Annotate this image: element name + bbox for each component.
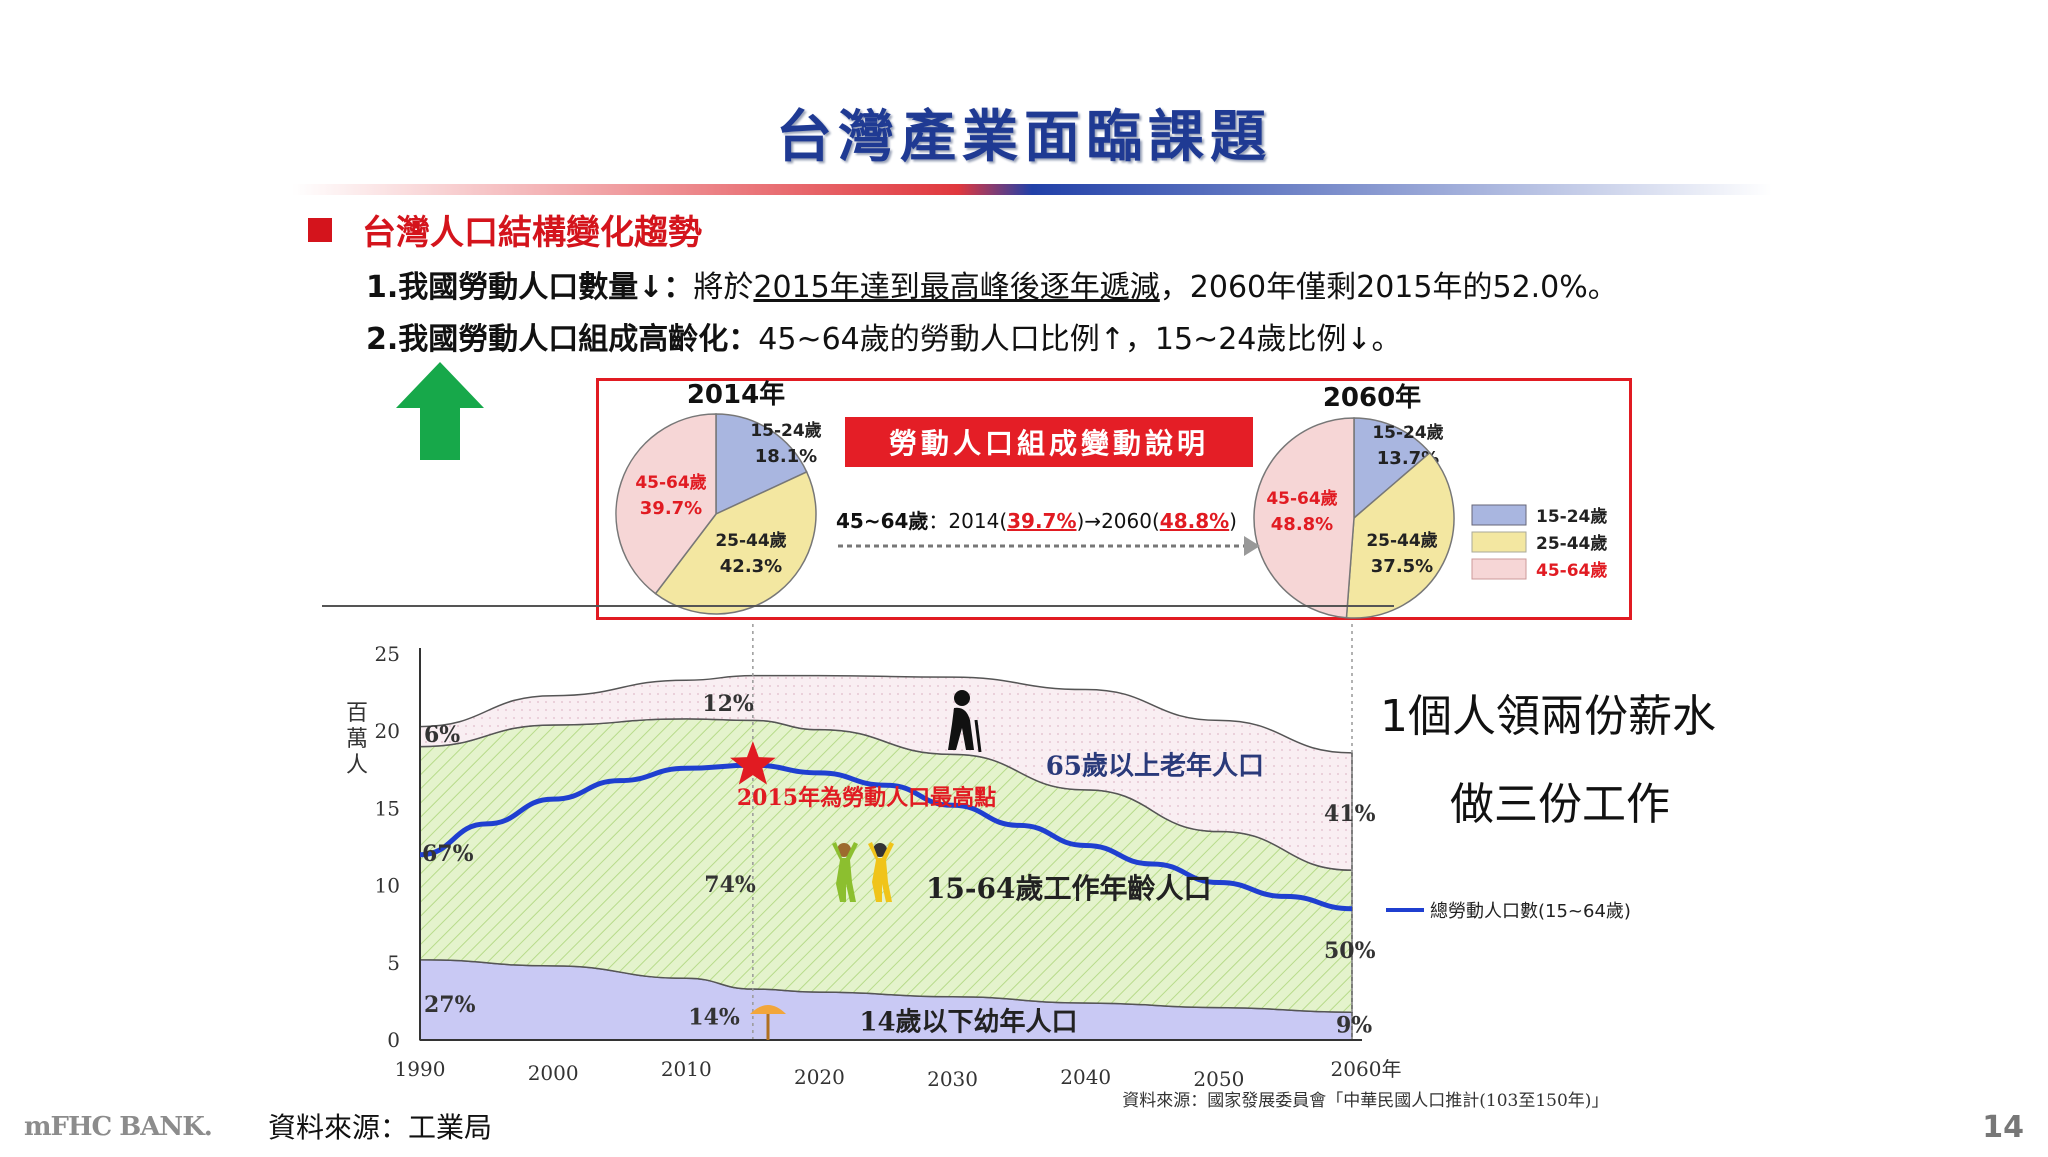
point-one-head: 我國勞動人口數量↓： <box>398 270 694 305</box>
bank-logo: mFHC BANK. <box>24 1112 213 1142</box>
pie-slice-value: 18.1% <box>755 446 817 467</box>
y-tick-label: 0 <box>387 1028 400 1052</box>
pie-slice-25-44歲 <box>654 470 817 615</box>
stacked-areas <box>419 620 1353 1041</box>
peak-annotation: 2015年為勞動人口最高點 <box>737 785 996 811</box>
pie-2014: 15-24歲 18.1% 25-44歲 42.3% 45-64歲 39.7% <box>615 413 822 615</box>
line-legend-label: 總勞動人口數(15~64歲) <box>1430 901 1631 922</box>
point-two-number: 2. <box>366 322 399 357</box>
x-tick-label: 2040 <box>1060 1065 1111 1089</box>
pct-1990-youth: 27% <box>424 992 476 1018</box>
pct-1990-elderly: 6% <box>424 722 460 748</box>
legend-label-4564: 45-64歲 <box>1536 560 1607 581</box>
pct-2015-youth: 14% <box>688 1005 740 1031</box>
x-tick-label: 1990 <box>395 1057 446 1081</box>
y-tick-label: 10 <box>375 874 400 898</box>
pie-panel: 2014年 15-24歲18.1%25-44歲42.3%45-64歲39.7% … <box>615 379 1607 619</box>
point-one-underlined: 2015年達到最高峰後逐年遞減 <box>753 270 1160 305</box>
pct-2060-working: 50% <box>1324 938 1376 964</box>
child-umbrella-icon <box>750 1005 786 1040</box>
pie-slice-value: 39.7% <box>640 498 702 519</box>
change-description: 45~64歲：2014(39.7%)→2060(48.8%) <box>836 509 1237 533</box>
chart-axes <box>419 648 1362 1041</box>
labor-force-line <box>419 762 1353 912</box>
source-note: 資料來源：工業局 <box>268 1111 493 1144</box>
x-tick-label: 2030 <box>927 1067 978 1091</box>
chart-ticks: 0 5 10 15 20 25 1990 2000 2010 2020 2030 2040 2050 20… <box>375 642 1402 1091</box>
separator-line <box>322 605 1394 607</box>
subheading-text: 台灣人口結構變化趨勢 <box>362 213 702 253</box>
percent-labels: 6% 67% 27% 12% 74% 14% 41% 50% 9% <box>422 691 1376 1038</box>
x-tick-label: 2060年 <box>1331 1057 1402 1081</box>
pie-slice-25-44歲 <box>1345 451 1455 619</box>
up-arrow-icon <box>396 362 484 460</box>
y-tick-label: 25 <box>375 642 400 666</box>
pie-slice-label: 15-24歲 <box>1372 422 1443 443</box>
point-two: 2.我國勞動人口組成高齡化：45~64歲的勞動人口比例↑，15~24歲比例↓。 <box>366 314 1402 358</box>
bullet-square <box>308 217 332 242</box>
labor-line-group: 總勞動人口數(15~64歲) 2015年為勞動人口最高點 <box>419 741 1631 922</box>
label-elderly-group: 65歲以上老年人口 <box>1046 750 1264 781</box>
pie-slice-label: 25-44歲 <box>1366 530 1437 551</box>
pie-slice-label: 45-64歲 <box>1266 488 1337 509</box>
pct-1990-working: 67% <box>422 841 474 867</box>
point-one: 1.我國勞動人口數量↓：將於2015年達到最高峰後逐年遞減，2060年僅剩201… <box>366 262 1618 306</box>
y-axis-label: 百萬人 <box>346 701 368 778</box>
x-tick-label: 2050 <box>1193 1067 1244 1091</box>
legend-label-2544: 25-44歲 <box>1536 533 1607 554</box>
label-youth-group: 14歲以下幼年人口 <box>859 1007 1077 1038</box>
pie-slice-15-24歲 <box>715 413 808 516</box>
pie-panel-frame <box>596 378 1632 620</box>
page-number: 14 <box>1982 1110 2024 1145</box>
pie-slice-label: 15-24歲 <box>750 420 821 441</box>
elderly-person-icon <box>948 690 982 753</box>
dotted-arrow-head <box>1244 536 1260 556</box>
y-tick-label: 5 <box>387 951 400 975</box>
label-working-group: 15-64歲工作年齡人口 <box>926 872 1212 905</box>
pct-2015-elderly: 12% <box>702 691 754 717</box>
point-two-head: 我國勞動人口組成高齡化： <box>398 322 759 357</box>
group-labels: 65歲以上老年人口 15-64歲工作年齡人口 14歲以下幼年人口資料來源：國家發展委… <box>859 750 1608 1111</box>
y-tick-label: 20 <box>375 719 400 743</box>
pie-2014-title: 2014年 <box>687 379 785 410</box>
pie-slice-value: 42.3% <box>720 556 782 577</box>
y-tick-label: 15 <box>375 796 400 820</box>
pie-callout-label: 勞動人口組成變動說明 <box>845 417 1253 467</box>
legend-label-1524: 15-24歲 <box>1536 506 1607 527</box>
point-one-tail: ，2060年僅剩2015年的52.0%。 <box>1159 270 1618 305</box>
pct-2060-youth: 9% <box>1336 1012 1372 1038</box>
note-line-1: 1個人領兩份薪水 <box>1380 691 1716 742</box>
pie-slice-15-24歲 <box>1353 417 1431 520</box>
x-tick-label: 2000 <box>528 1061 579 1085</box>
x-tick-label: 2010 <box>661 1057 712 1081</box>
pct-2015-working: 74% <box>704 872 756 898</box>
pct-2060-elderly: 41% <box>1324 801 1376 827</box>
pie-slice-45-64歲 <box>615 413 717 595</box>
peak-star-icon <box>730 741 776 785</box>
x-tick-label: 2020 <box>794 1065 845 1089</box>
pie-slice-label: 45-64歲 <box>635 472 706 493</box>
point-one-mid: 將於 <box>693 270 754 305</box>
section-subheading: 台灣人口結構變化趨勢 <box>308 205 702 254</box>
pie-slice-value: 37.5% <box>1371 556 1433 577</box>
title-divider <box>292 184 1772 195</box>
slide-title: 台灣產業面臨課題 <box>776 104 1272 170</box>
pie-legend: 15-24歲 25-44歲 45-64歲 <box>1471 504 1607 581</box>
population-area-chart: 0 5 10 15 20 25 1990 2000 2010 2020 2030 2040 2050 20… <box>346 620 1631 1111</box>
note-line-2: 做三份工作 <box>1450 779 1670 830</box>
point-two-tail: 45~64歲的勞動人口比例↑，15~24歲比例↓。 <box>758 322 1402 357</box>
workers-icon <box>832 842 894 902</box>
point-one-number: 1. <box>366 270 399 305</box>
pie-slice-value: 48.8% <box>1271 514 1333 535</box>
pie-2060-title: 2060年 <box>1323 382 1421 413</box>
pie-slice-label: 25-44歲 <box>715 530 786 551</box>
chart-source-note: 資料來源：國家發展委員會「中華民國人口推計(103至150年)」 <box>1122 1091 1608 1111</box>
